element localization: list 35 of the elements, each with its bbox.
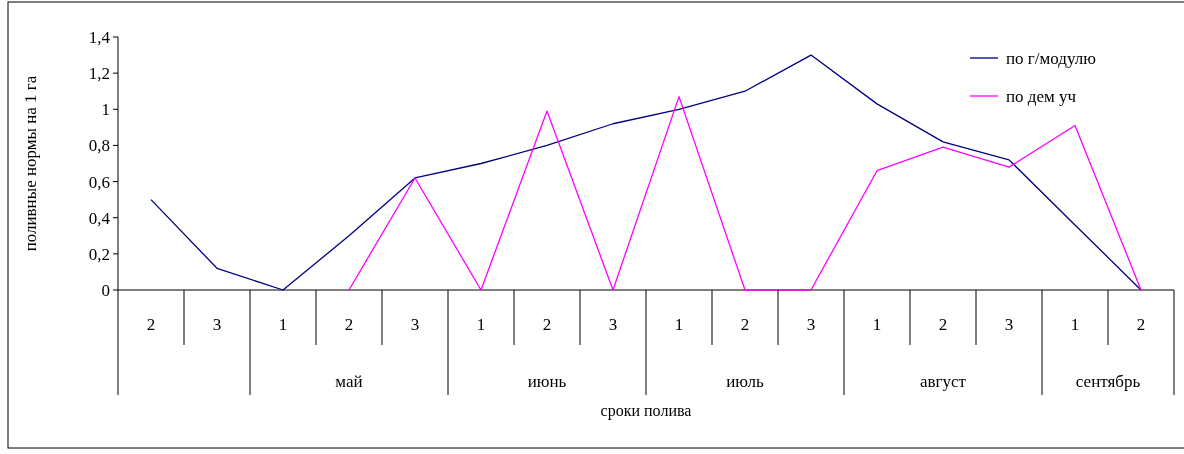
x-tick-label: 3 [212,315,222,334]
x-tick-label: 3 [806,315,816,334]
x-tick-label: 3 [410,315,420,334]
x-tick-label: 1 [1070,315,1080,334]
x-tick-label: 2 [1136,315,1146,334]
y-tick-label: 0,8 [88,136,110,156]
line-series [150,54,1142,291]
x-tick-label: 3 [608,315,618,334]
x-tick-label: 1 [278,315,288,334]
legend-label: по дем уч [1006,86,1077,106]
x-tick-label: 1 [476,315,486,334]
text: июнь [527,372,567,391]
line-series [348,95,1142,291]
x-tick-label: 2 [344,315,354,334]
x-tick-label: 1 [872,315,882,334]
y-tick-label: 1,4 [88,27,111,47]
y-tick-label: 0,4 [88,208,111,228]
y-tick-label: 0,2 [88,244,110,264]
text: июль [726,372,765,391]
text: август [919,372,967,391]
x-axis-title: сроки полива [600,402,692,420]
x-tick-label: 2 [542,315,552,334]
text: сентябрь [1075,372,1141,391]
x-tick-label: 2 [146,315,156,334]
x-tick-label: 2 [740,315,750,334]
y-tick-label: 1 [101,100,110,120]
x-tick-label: 1 [674,315,684,334]
legend-label: по г/модулю [1006,48,1097,68]
y-tick-label: 0 [101,280,110,300]
y-tick-label: 1,2 [88,64,110,84]
text: май [335,372,363,391]
y-tick-label: 0,6 [88,172,110,192]
x-tick-label: 3 [1004,315,1014,334]
x-tick-label: 2 [938,315,948,334]
y-axis-title: поливные нормы на 1 га [21,75,40,252]
